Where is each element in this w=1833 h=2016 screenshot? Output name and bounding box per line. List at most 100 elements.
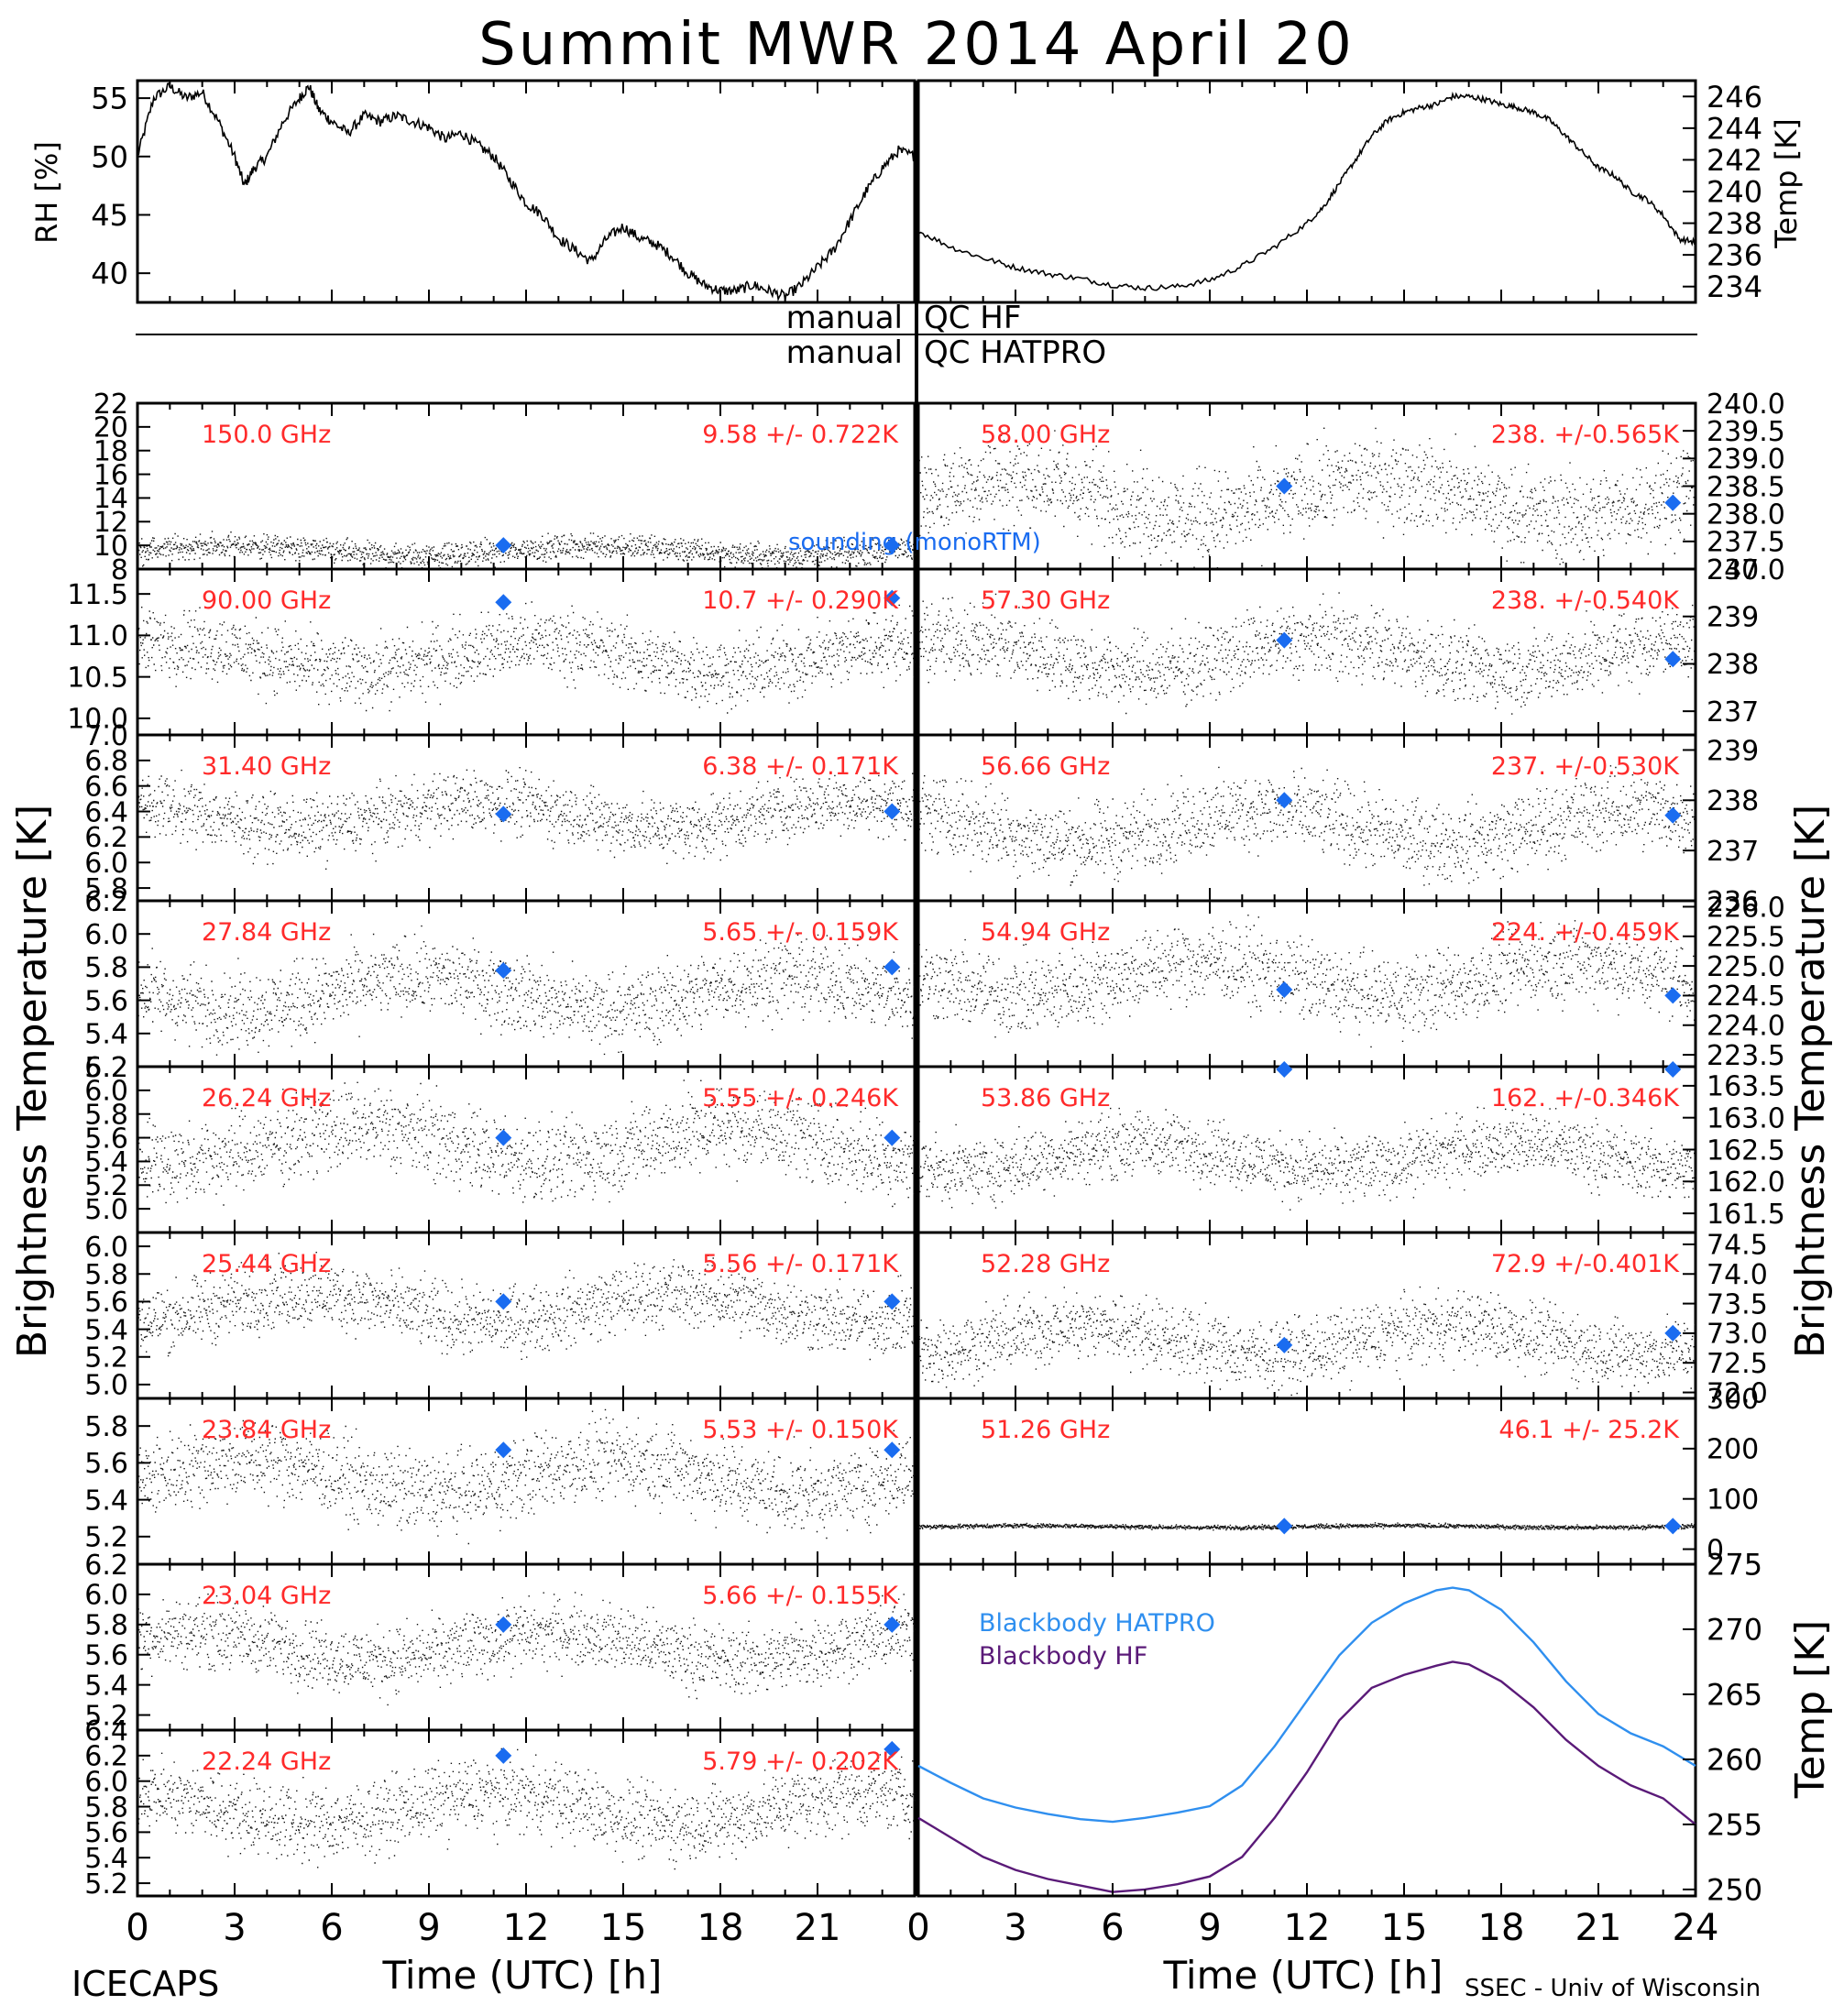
x-tick-label: 15 (600, 1907, 647, 1949)
channel-frequency-label: 27.84 GHz (202, 918, 331, 947)
sounding-marker (1276, 1517, 1293, 1535)
y-tick-label: 238 (1707, 785, 1759, 817)
x-tick-label: 6 (1101, 1907, 1124, 1949)
y-tick-label: 163.5 (1707, 1071, 1785, 1103)
y-tick-label: 5.4 (84, 1146, 128, 1178)
y-tick-label: 18 (93, 436, 128, 468)
sounding-marker (884, 1129, 901, 1146)
sounding-marker (495, 1129, 512, 1146)
channel-stat-label: 9.58 +/- 0.722K (702, 421, 899, 449)
x-tick-label: 18 (697, 1907, 744, 1949)
y-tick-label: 6.2 (84, 822, 128, 854)
sounding-marker (495, 962, 512, 980)
y-tick-label: 5.8 (84, 1791, 128, 1824)
y-tick-label: 5.6 (84, 1123, 128, 1155)
y-tick-label: 238 (1707, 206, 1762, 241)
x-tick-label: 21 (795, 1907, 841, 1949)
sounding-marker (884, 1616, 901, 1633)
y-tick-label: 161.5 (1707, 1199, 1785, 1231)
y-tick-label: 5.8 (84, 952, 128, 984)
sounding-marker (495, 1747, 512, 1764)
footer-left: ICECAPS (71, 1964, 219, 2004)
channel-stat-label: 5.55 +/- 0.246K (702, 1084, 899, 1112)
y-tick-label: 163.0 (1707, 1102, 1785, 1134)
channel-frequency-label: 150.0 GHz (202, 421, 331, 449)
temp-series-line (917, 91, 1696, 291)
sounding-marker (1276, 477, 1293, 495)
y-tick-label: 6.2 (84, 1550, 128, 1582)
y-tick-label: 73.0 (1707, 1319, 1768, 1351)
channel-frequency-label: 23.84 GHz (202, 1416, 331, 1444)
channel-stat-label: 72.9 +/-0.401K (1491, 1250, 1680, 1278)
channel-stat-label: 5.79 +/- 0.202K (702, 1748, 899, 1776)
y-tick-label: 5.8 (84, 1259, 128, 1291)
y-tick-label: 11.5 (67, 579, 128, 611)
legend-sounding: sounding (monoRTM) (788, 529, 1041, 556)
y-tick-label: 6.4 (84, 796, 128, 828)
y-tick-label: 260 (1707, 1742, 1762, 1777)
sounding-marker (884, 537, 901, 554)
sounding-marker (884, 1441, 901, 1459)
x-tick-label: 12 (1284, 1907, 1331, 1949)
sounding-marker (495, 1441, 512, 1459)
channel-stat-label: 238. +/-0.565K (1491, 421, 1680, 449)
channel-stat-label: 5.56 +/- 0.171K (702, 1250, 899, 1278)
sounding-marker (1276, 1061, 1293, 1078)
x-tick-label: 6 (320, 1907, 343, 1949)
channel-frequency-label: 23.04 GHz (202, 1582, 331, 1610)
y-tick-label: 73.5 (1707, 1288, 1768, 1320)
y-tick-label: 238.0 (1707, 499, 1785, 531)
tb-right-axis-label: Brightness Temperature [K] (1787, 805, 1833, 1358)
sounding-marker (884, 1740, 901, 1758)
y-tick-label: 6.8 (84, 746, 128, 778)
channel-stat-label: 5.65 +/- 0.159K (702, 918, 899, 947)
y-tick-label: 74.5 (1707, 1230, 1768, 1262)
sounding-marker (1276, 631, 1293, 649)
channel-frequency-label: 22.24 GHz (202, 1748, 331, 1776)
y-tick-label: 255 (1707, 1807, 1762, 1842)
sounding-marker (1276, 981, 1293, 998)
y-tick-label: 6.6 (84, 771, 128, 803)
qc-hatpro-right-label: QC HATPRO (924, 334, 1106, 371)
chart-title: Summit MWR 2014 April 20 (478, 11, 1355, 79)
y-tick-label: 5.4 (84, 1019, 128, 1051)
y-tick-label: 238 (1707, 649, 1759, 681)
y-tick-label: 225.0 (1707, 951, 1785, 983)
x-tick-label: 18 (1478, 1907, 1525, 1949)
channel-stat-label: 6.38 +/- 0.171K (702, 752, 899, 781)
y-tick-label: 240 (1707, 175, 1762, 210)
y-tick-label: 239.5 (1707, 416, 1785, 448)
channel-frequency-label: 31.40 GHz (202, 752, 331, 781)
channel-stat-label: 224. +/-0.459K (1491, 918, 1680, 947)
footer-right: SSEC - Univ of Wisconsin (1465, 1975, 1761, 2002)
sounding-marker (884, 1293, 901, 1310)
y-tick-label: 12 (93, 507, 128, 539)
y-tick-label: 225.5 (1707, 922, 1785, 954)
y-tick-label: 5.4 (84, 1670, 128, 1702)
channel-frequency-label: 25.44 GHz (202, 1250, 331, 1278)
y-tick-label: 5.8 (84, 873, 128, 905)
x-tick-label: 15 (1381, 1907, 1428, 1949)
tb-left-axis-label: Brightness Temperature [K] (9, 805, 56, 1358)
y-tick-label: 5.6 (84, 1817, 128, 1849)
y-tick-label: 265 (1707, 1677, 1762, 1712)
y-tick-label: 236 (1707, 886, 1759, 918)
y-tick-label: 7.0 (84, 720, 128, 752)
y-tick-label: 5.6 (84, 985, 128, 1017)
y-tick-label: 11.0 (67, 620, 128, 652)
y-tick-label: 236 (1707, 238, 1762, 273)
y-tick-label: 162.0 (1707, 1167, 1785, 1199)
y-tick-label: 244 (1707, 111, 1762, 146)
y-tick-label: 5.2 (84, 1868, 128, 1901)
bb-axis-label: Temp [K] (1787, 1620, 1833, 1799)
y-tick-label: 10.0 (67, 704, 128, 736)
y-tick-label: 5.2 (84, 1170, 128, 1202)
y-tick-label: 275 (1707, 1548, 1762, 1583)
y-tick-label: 239 (1707, 735, 1759, 767)
y-tick-label: 200 (1707, 1434, 1759, 1466)
y-tick-label: 5.4 (84, 1485, 128, 1517)
y-tick-label: 234 (1707, 269, 1762, 304)
legend-hatpro: Blackbody HATPRO (979, 1609, 1215, 1638)
y-tick-label: 5.4 (84, 1314, 128, 1346)
